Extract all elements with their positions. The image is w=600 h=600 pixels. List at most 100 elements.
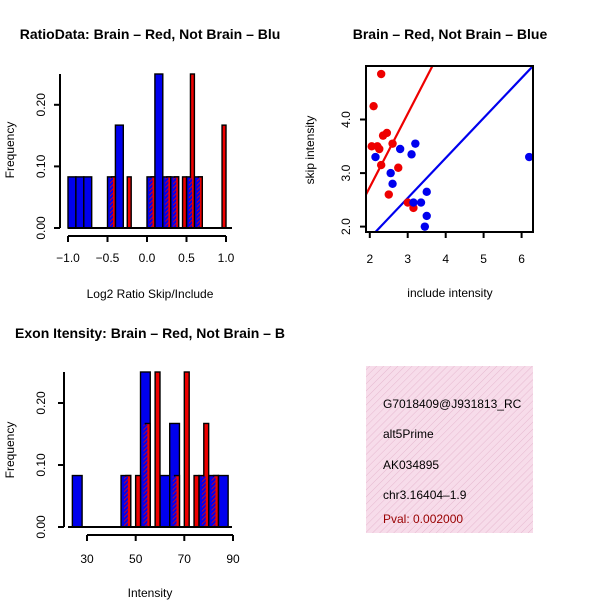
p-value: Pval: 0.002000 [383, 512, 463, 526]
info-panel-hatching [366, 366, 533, 533]
y-tick-label: 4.0 [339, 111, 353, 128]
x-tick-label: −1.0 [56, 251, 80, 265]
histogram-overlap [196, 177, 200, 227]
histogram-bar-not-brain [71, 474, 83, 528]
scatter-point-brain [384, 190, 393, 199]
scatter-point-brain [369, 101, 378, 111]
histogram-bar-brain [134, 474, 142, 528]
x-tick-label: 1.0 [218, 251, 235, 265]
scatter-point-not-brain [386, 168, 395, 178]
scatter-point-not-brain [416, 198, 426, 207]
scatter-point-brain [382, 128, 392, 138]
scatter-point-not-brain [371, 152, 380, 162]
y-tick-label: 0.20 [34, 93, 48, 117]
x-tick-label: 2 [366, 252, 373, 266]
x-axis: −1.0 −0.5 0.0 0.5 1.0 [56, 235, 235, 265]
y-tick-label: 0.20 [34, 391, 48, 415]
x-axis-label: include intensity [407, 286, 492, 300]
fit-lines [366, 66, 533, 232]
regression-line [374, 66, 533, 232]
histogram-overlap [201, 476, 206, 526]
scatter-point-not-brain [409, 198, 418, 207]
scatter-point-not-brain [422, 211, 431, 221]
intensity-scatter-panel: Brain – Red, Not Brain – Blue 2 3 4 5 6 … [303, 26, 547, 300]
x-tick-label: 0.0 [139, 251, 156, 265]
histogram-overlap [211, 476, 216, 526]
histogram-bar-not-brain [217, 474, 229, 528]
histogram-bar-brain [183, 371, 190, 528]
y-axis: 0.00 0.10 0.20 [34, 74, 61, 240]
y-axis-label: skip intensity [303, 116, 317, 185]
x-tick-label: 3 [404, 252, 411, 266]
y-axis: 2.0 3.0 4.0 [339, 111, 366, 235]
exon-intensity-histogram-panel: Exon Itensity: Brain – Red, Not Brain – … [3, 325, 285, 600]
chart-title: Exon Itensity: Brain – Red, Not Brain – … [15, 325, 285, 341]
histogram-overlap [143, 424, 148, 526]
y-tick-label: 2.0 [339, 218, 353, 235]
plot-frame [365, 65, 534, 233]
exon-histogram-bars [71, 371, 229, 528]
regression-line [366, 66, 434, 196]
x-axis-label: Intensity [128, 586, 173, 600]
histogram-bar-not-brain [75, 176, 85, 229]
y-axis: 0.00 0.10 0.20 [34, 372, 65, 539]
x-tick-label: 0.5 [178, 251, 195, 265]
x-axis: 2 3 4 5 6 [366, 232, 525, 266]
accession: AK034895 [383, 458, 439, 472]
scatter-point-brain [376, 69, 386, 79]
x-axis-label: Log2 Ratio Skip/Include [87, 287, 214, 301]
histogram-bar-brain [181, 176, 188, 229]
histogram-bar-brain [126, 176, 132, 229]
histogram-bar-brain [221, 124, 227, 229]
scatter-point-not-brain [407, 150, 416, 159]
histogram-bar-not-brain [67, 176, 77, 229]
scatter-point-brain [394, 163, 403, 172]
histogram-bar-not-brain [83, 176, 93, 229]
y-tick-label: 0.00 [34, 216, 48, 240]
x-tick-label: −0.5 [96, 251, 120, 265]
x-tick-label: 4 [442, 252, 449, 266]
x-tick-label: 6 [518, 252, 525, 266]
scatter-points [367, 69, 534, 231]
y-tick-label: 0.10 [34, 154, 48, 178]
chart-title: Brain – Red, Not Brain – Blue [353, 26, 548, 42]
ratio-histogram-panel: RatioData: Brain – Red, Not Brain – Blu … [3, 26, 280, 301]
y-tick-label: 0.00 [34, 515, 48, 539]
scatter-point-brain [376, 160, 386, 170]
x-tick-label: 5 [480, 252, 487, 266]
histogram-bar-not-brain [114, 124, 125, 229]
scatter-point-not-brain [525, 152, 534, 162]
x-tick-label: 30 [80, 552, 94, 566]
event-type: alt5Prime [383, 427, 434, 441]
histogram-overlap [172, 476, 177, 526]
y-tick-label: 0.10 [34, 453, 48, 477]
histogram-bar-not-brain [154, 73, 164, 229]
histogram-overlap [188, 177, 193, 227]
y-axis-label: Frequency [3, 122, 17, 179]
genomic-location: chr3.16404–1.9 [383, 488, 467, 502]
probe-id: G7018409@J931813_RC [383, 397, 522, 411]
histogram-bar-not-brain [159, 474, 171, 528]
scatter-point-not-brain [420, 222, 430, 231]
x-tick-label: 70 [178, 552, 192, 566]
histogram-overlap [123, 476, 128, 526]
x-tick-label: 90 [226, 552, 240, 566]
x-axis: 30 50 70 90 [80, 534, 240, 566]
histogram-overlap [173, 177, 177, 227]
y-axis-label: Frequency [3, 422, 17, 479]
histogram-overlap [109, 177, 114, 227]
scatter-point-brain [373, 142, 382, 151]
info-panel: G7018409@J931813_RC alt5Prime AK034895 c… [366, 366, 533, 533]
y-tick-label: 3.0 [339, 164, 353, 181]
chart-title: RatioData: Brain – Red, Not Brain – Blu [20, 26, 281, 42]
scatter-point-not-brain [395, 144, 405, 154]
scatter-point-not-brain [422, 187, 431, 197]
x-tick-label: 50 [129, 552, 143, 566]
scatter-point-not-brain [411, 139, 420, 148]
histogram-bar-brain [193, 474, 200, 528]
histogram-overlap [149, 177, 153, 227]
histogram-overlap [165, 177, 169, 227]
scatter-point-not-brain [388, 179, 397, 189]
ratio-histogram-bars [67, 73, 227, 229]
